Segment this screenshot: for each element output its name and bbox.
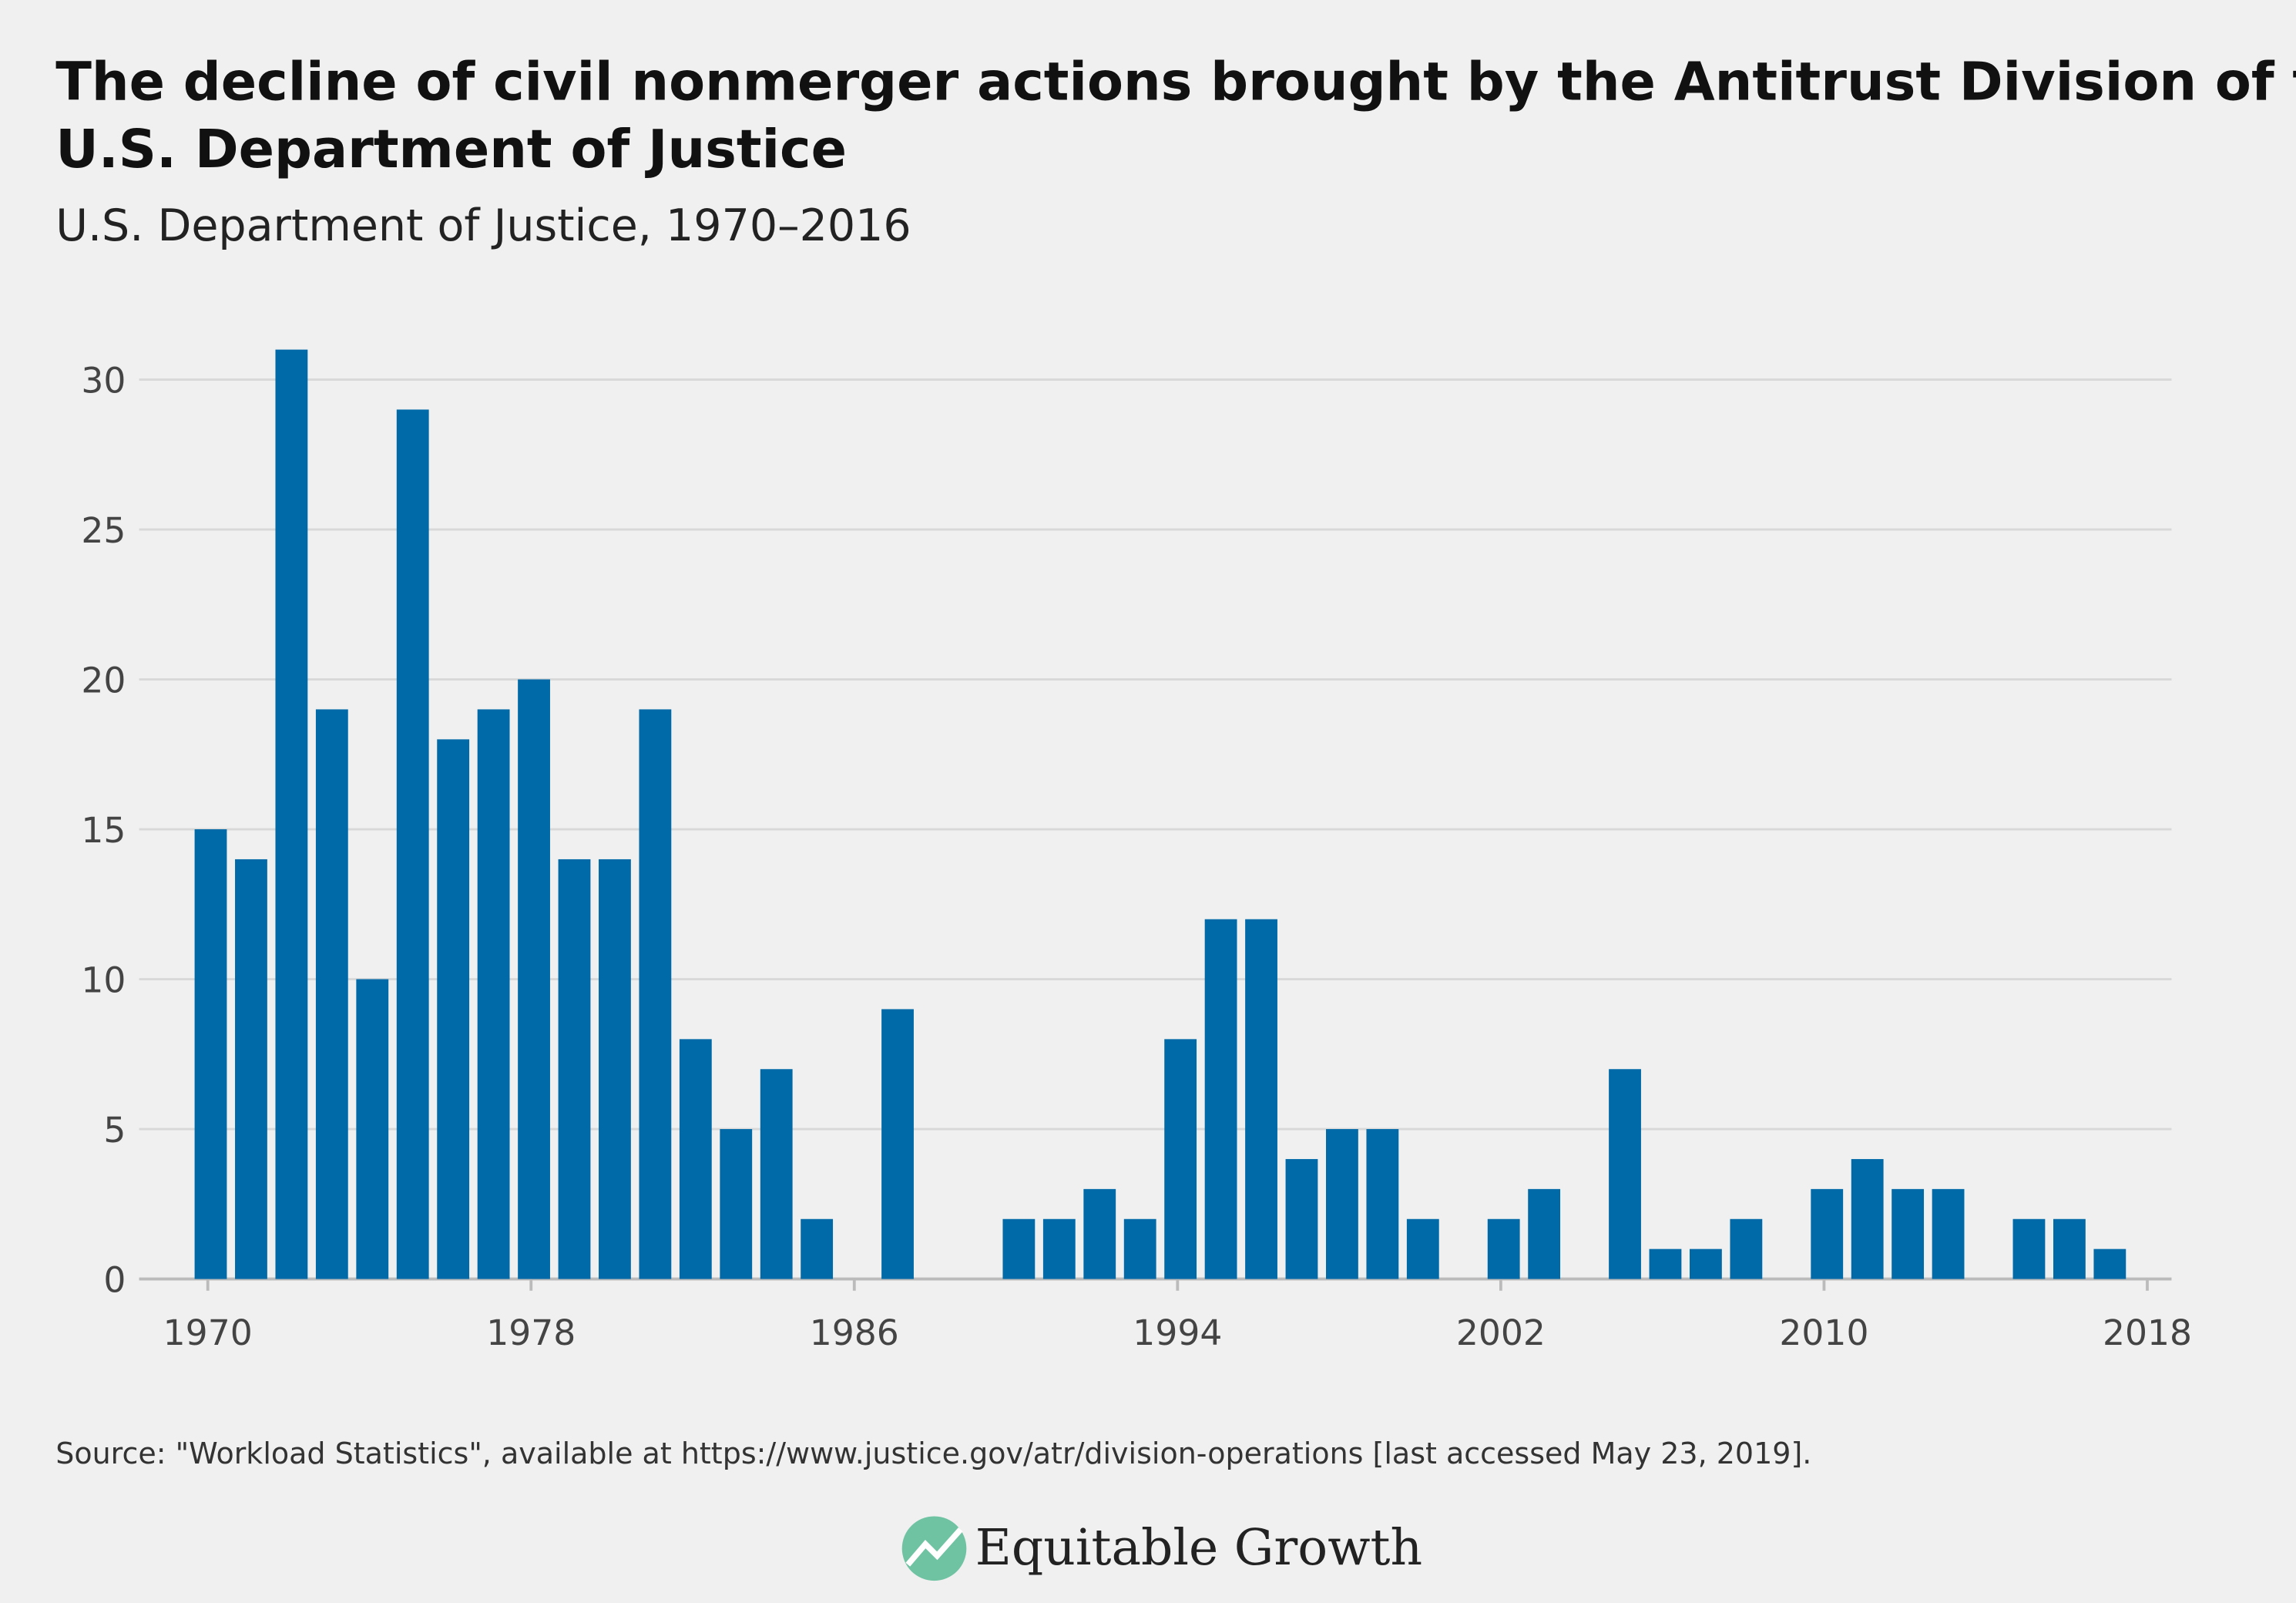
bar <box>1123 1218 1156 1279</box>
x-tick-label: 2002 <box>1456 1312 1546 1353</box>
x-tick-label: 1986 <box>810 1312 899 1353</box>
y-tick-label: 20 <box>81 660 126 701</box>
y-tick-label: 15 <box>81 810 126 851</box>
bar <box>1164 1039 1197 1279</box>
bar <box>518 679 550 1279</box>
bar <box>1245 919 1277 1279</box>
bar <box>1487 1218 1520 1279</box>
bar <box>679 1039 712 1279</box>
bar <box>639 709 672 1279</box>
y-tick-label: 30 <box>81 361 126 402</box>
bar <box>315 709 348 1279</box>
logo-circle <box>901 1516 967 1581</box>
bar <box>1730 1218 1763 1279</box>
bar <box>1002 1218 1036 1279</box>
chart-title: The decline of civil nonmerger actions b… <box>55 52 2296 180</box>
bar <box>194 829 227 1279</box>
logo-line <box>905 1527 963 1567</box>
brand-name: Equitable Growth <box>975 1519 1422 1577</box>
bar <box>720 1129 753 1279</box>
x-tick-label: 2010 <box>1779 1312 1868 1353</box>
bar <box>437 739 470 1279</box>
x-tick-label: 1978 <box>486 1312 576 1353</box>
bar <box>2053 1218 2086 1279</box>
source-note: Source: "Workload Statistics", available… <box>55 1437 1811 1470</box>
bar <box>801 1218 834 1279</box>
bar <box>558 859 591 1279</box>
bar <box>1892 1188 1925 1279</box>
bar <box>275 349 308 1279</box>
y-tick-label: 10 <box>81 960 126 1001</box>
bar <box>1649 1248 1682 1279</box>
bar <box>1042 1218 1076 1279</box>
bar <box>2012 1218 2046 1279</box>
bar <box>1083 1188 1116 1279</box>
bar <box>1326 1129 1358 1279</box>
bar <box>599 859 631 1279</box>
bar <box>1690 1248 1722 1279</box>
y-tick-label: 0 <box>103 1260 126 1301</box>
bar <box>1366 1129 1399 1279</box>
brand-logo: Equitable Growth <box>901 1516 1422 1581</box>
bar <box>356 979 389 1279</box>
x-tick-label: 2018 <box>2103 1312 2192 1353</box>
x-tick-label: 1994 <box>1133 1312 1222 1353</box>
bar <box>1285 1158 1318 1279</box>
bar <box>1406 1218 1439 1279</box>
y-tick-label: 25 <box>81 510 126 551</box>
chart-subtitle: U.S. Department of Justice, 1970–2016 <box>55 200 911 251</box>
bar <box>1851 1158 1884 1279</box>
x-tick-label: 1970 <box>163 1312 253 1353</box>
bar <box>1609 1069 1641 1279</box>
bar <box>1811 1188 1844 1279</box>
bar <box>881 1009 914 1279</box>
bar <box>477 709 510 1279</box>
bar <box>2093 1248 2126 1279</box>
bar <box>1528 1188 1561 1279</box>
bar <box>1932 1188 1965 1279</box>
bar <box>396 409 429 1279</box>
bar <box>760 1069 793 1279</box>
y-tick-label: 5 <box>103 1110 126 1151</box>
bar <box>235 859 267 1279</box>
bar <box>1204 919 1237 1279</box>
